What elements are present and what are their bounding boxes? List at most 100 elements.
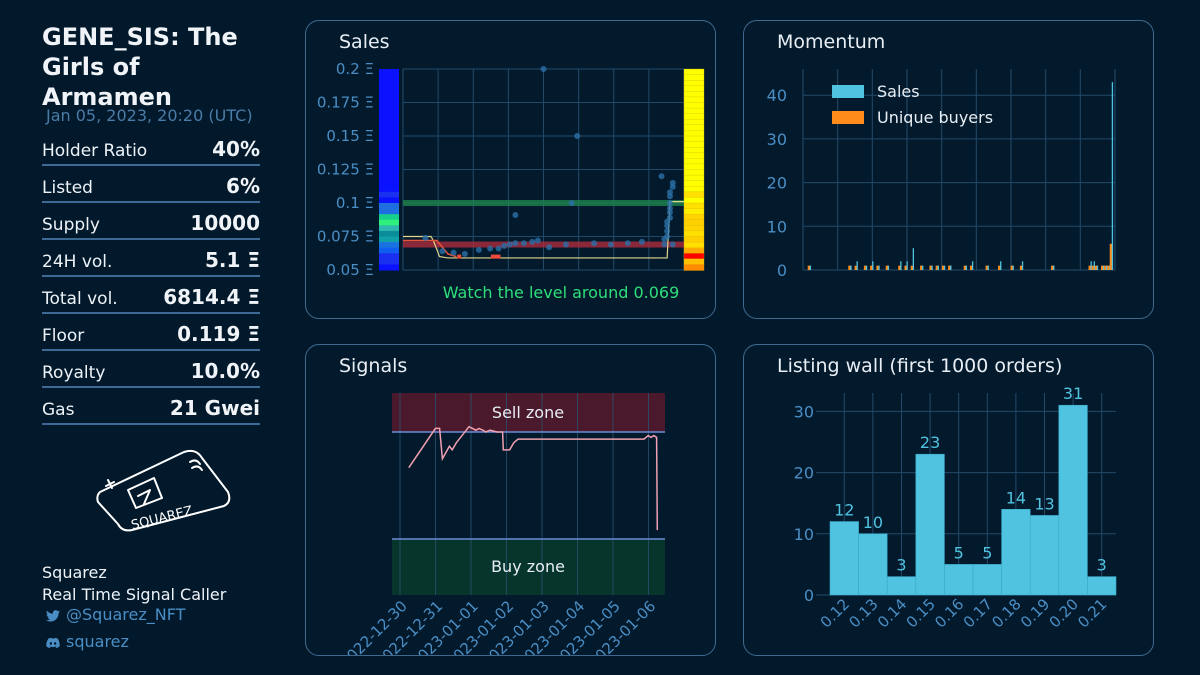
buyers-bar [1010,265,1014,270]
sales-bar [856,261,858,270]
y-tick-label: 10 [794,525,814,544]
wall-bar-label: 14 [1006,488,1026,507]
right-heat-cell [683,119,705,126]
discord-icon [46,637,60,649]
buyers-bar [848,265,852,270]
signals-title: Signals [339,355,408,377]
sale-point [475,246,482,253]
y-tick-label: 40 [767,86,787,105]
right-heat-cell [683,141,705,148]
left-heat-cell [379,242,399,249]
left-heat-cell [379,169,399,176]
buyers-bar [1094,265,1098,270]
author: Squarez Real Time Signal Caller [42,562,226,606]
right-heat-cell [683,264,705,271]
y-tick-label: 0.15 Ξ [326,127,374,145]
right-heat-cell [683,219,705,226]
buyers-bar [904,265,908,270]
right-heat-cell [683,247,705,254]
left-heat-cell [379,253,399,260]
timestamp: Jan 05, 2023, 20:20 (UTC) [46,106,253,125]
y-tick-label: 0 [777,261,787,280]
right-heat-cell [683,68,705,76]
y-tick-label: 0.1 Ξ [336,194,374,212]
left-heat-cell [379,124,399,131]
sale-point [422,234,429,241]
right-heat-cell [683,174,705,182]
sale-point [529,238,536,245]
wall-bar [829,521,859,596]
left-heat-cell [379,136,399,143]
y-tick-label: 20 [794,464,814,483]
collection-title: GENE_SIS: The Girls of Armamen [42,23,238,111]
momentum-panel: Momentum 0 10 20 30 40 Sales Unique buyers [743,20,1154,319]
right-heat-cell [683,130,705,137]
stat-label: Holder Ratio [42,141,148,161]
left-heat-cell [379,96,399,103]
stat-value: 5.1 Ξ [204,248,260,272]
wall-bar [915,453,945,596]
buyers-bar [1091,265,1095,270]
stat-row: Supply 10000 [42,202,260,240]
buyers-bar [1051,265,1055,270]
buyers-bar [898,265,902,270]
twitter-icon [46,610,60,622]
buyers-bar [948,265,952,270]
buyers-bar [807,265,811,270]
discord-link[interactable]: squarez [46,632,129,651]
left-heat-cell [379,130,399,137]
sale-point [439,248,446,255]
right-heat-cell [683,236,705,243]
stat-value: 0.119 Ξ [177,322,260,346]
right-heat-cell [683,197,705,204]
right-heat-cell [683,230,705,238]
right-heat-cell [683,107,705,115]
left-heat-cell [379,208,399,215]
sale-point [591,240,598,247]
sell-zone [392,393,665,432]
left-heat-cell [379,197,399,204]
sale-point [568,200,575,206]
sales-bar [872,261,874,270]
sale-point [669,179,676,186]
sale-point [661,241,668,248]
wall-bar-label: 3 [1097,556,1107,575]
sales-bar [912,248,914,270]
x-tick-label: 0.19 [1017,595,1053,631]
wall-bar [886,576,917,596]
sale-point [664,233,671,240]
sales-chart: 0.05 Ξ 0.075 Ξ 0.1 Ξ 0.125 Ξ 0.15 Ξ 0.175 Ξ 0.… [317,60,705,302]
left-heat-cell [379,69,399,76]
listing-wall-chart: 0 10 20 30 12 0.12 10 0.13 3 0.14 23 0.15 5 0.16 5 0.17… [794,384,1117,631]
left-heat-cell [379,102,399,109]
twitter-link[interactable]: @Squarez_NFT [46,605,185,624]
stat-value: 6814.4 Ξ [163,285,260,309]
squarez-logo: SQUAREZ [96,449,231,533]
left-heat-cell [379,175,399,182]
sale-point [520,240,527,247]
left-heat-cell [379,219,399,226]
stat-row: Royalty 10.0% [42,350,260,388]
sell-zone-label: Sell zone [492,403,564,422]
wall-bar-label: 3 [896,556,906,575]
x-tick-label: 0.20 [1046,595,1082,631]
stat-value: 40% [212,137,260,161]
stat-label: Supply [42,215,100,235]
wall-bar-label: 23 [920,433,940,452]
right-heat-cell [683,225,705,232]
stat-label: Floor [42,326,85,346]
sales-bar [1090,261,1092,270]
sales-bar [1021,261,1024,270]
right-heat-cell [683,169,705,176]
buyers-bar [1109,243,1113,270]
sales-bar [1093,261,1095,270]
sale-point [501,242,508,249]
buyers-bar [876,265,880,270]
buyers-bar [885,265,889,270]
sale-point [624,240,631,247]
listing-wall-panel: Listing wall (first 1000 orders) 0 10 20 30… [743,344,1154,656]
left-heat-cell [379,147,399,154]
sales-title: Sales [339,31,390,53]
sales-bar [900,261,902,270]
left-heat-cell [379,85,399,92]
